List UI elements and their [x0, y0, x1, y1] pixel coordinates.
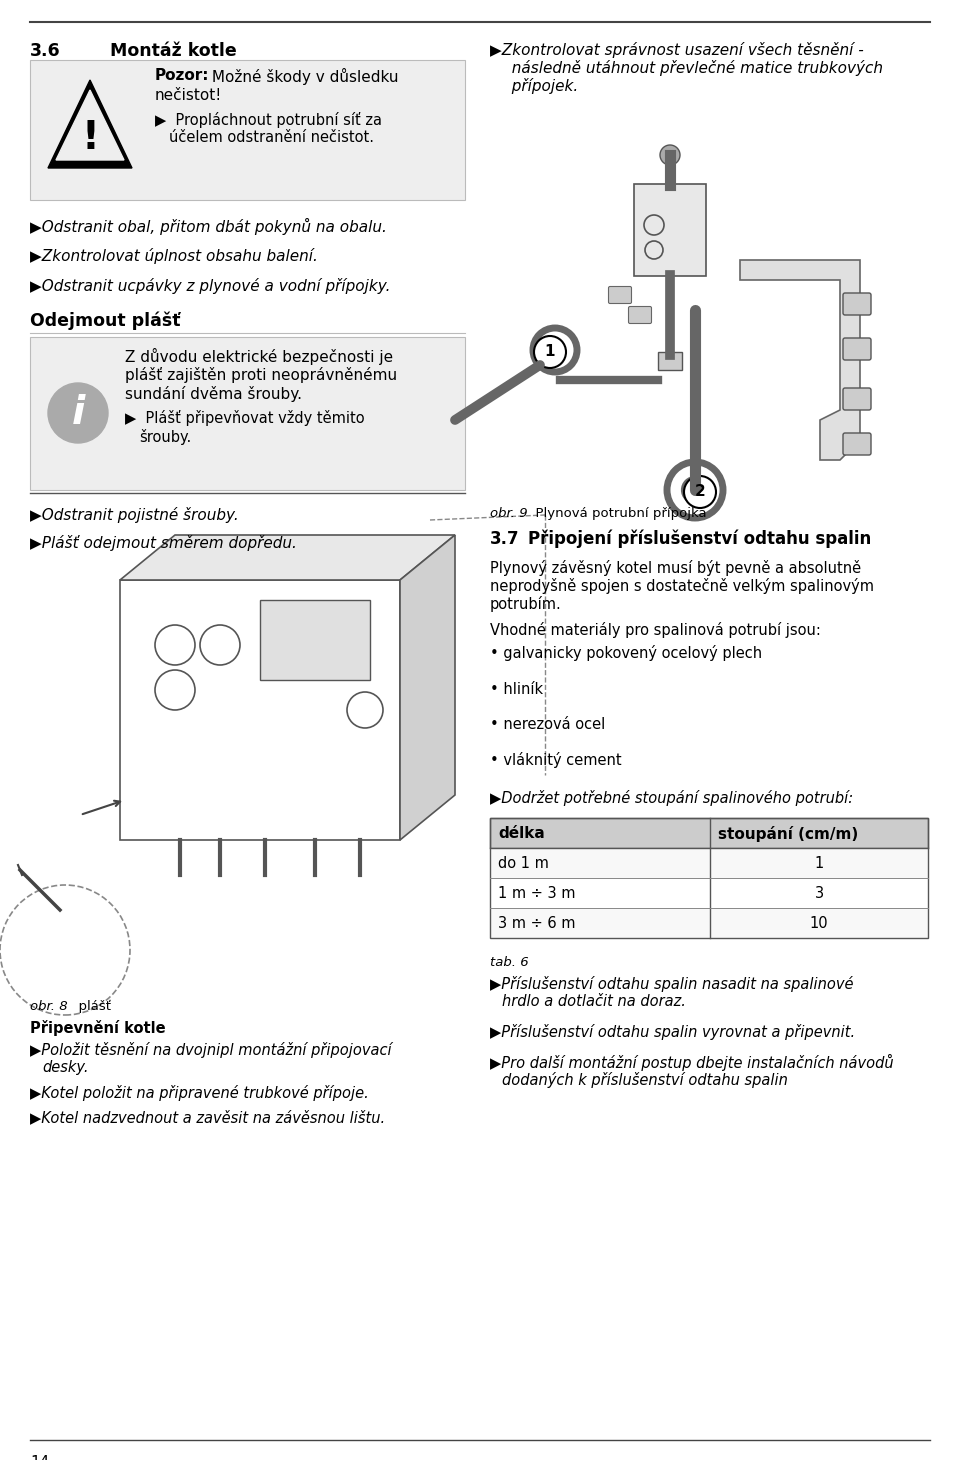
Text: sundání dvěma šrouby.: sundání dvěma šrouby.: [125, 385, 302, 402]
Text: stoupání (cm/m): stoupání (cm/m): [718, 826, 858, 842]
FancyBboxPatch shape: [843, 339, 871, 361]
Text: ▶  Plášť připevňovat vždy těmito: ▶ Plášť připevňovat vždy těmito: [125, 410, 365, 426]
FancyBboxPatch shape: [30, 337, 465, 491]
Text: ▶Zkontrolovat úplnost obsahu balení.: ▶Zkontrolovat úplnost obsahu balení.: [30, 248, 318, 264]
Text: délka: délka: [498, 826, 544, 841]
FancyBboxPatch shape: [634, 184, 706, 276]
Circle shape: [684, 476, 716, 508]
Text: ▶Pro další montážní postup dbejte instalačních návodů: ▶Pro další montážní postup dbejte instal…: [490, 1054, 894, 1072]
Text: Připojení příslušenství odtahu spalin: Připojení příslušenství odtahu spalin: [528, 530, 872, 549]
Text: ▶Odstranit pojistné šrouby.: ▶Odstranit pojistné šrouby.: [30, 507, 239, 523]
Text: 14: 14: [30, 1456, 49, 1460]
Text: Montáž kotle: Montáž kotle: [110, 42, 237, 60]
Text: 1 m ÷ 3 m: 1 m ÷ 3 m: [498, 886, 575, 901]
Polygon shape: [56, 91, 124, 161]
Text: Možné škody v důsledku: Možné škody v důsledku: [207, 69, 398, 85]
Text: ▶Kotel položit na připravené trubkové přípoje.: ▶Kotel položit na připravené trubkové př…: [30, 1085, 369, 1101]
Text: Plynová potrubní přípojka: Plynová potrubní přípojka: [527, 507, 707, 520]
FancyBboxPatch shape: [260, 600, 370, 680]
Text: !: !: [81, 120, 99, 158]
FancyBboxPatch shape: [843, 388, 871, 410]
FancyBboxPatch shape: [609, 286, 632, 304]
Text: ▶  Propláchnout potrubní síť za: ▶ Propláchnout potrubní síť za: [155, 112, 382, 128]
Text: desky.: desky.: [42, 1060, 88, 1075]
Text: potrubím.: potrubím.: [490, 596, 562, 612]
Text: hrdlo a dotlačit na doraz.: hrdlo a dotlačit na doraz.: [502, 994, 685, 1009]
Text: 10: 10: [809, 917, 828, 931]
Text: tab. 6: tab. 6: [490, 956, 529, 969]
Text: 1: 1: [814, 857, 824, 872]
Text: ▶Odstranit ucpávky z plynové a vodní přípojky.: ▶Odstranit ucpávky z plynové a vodní pří…: [30, 277, 391, 293]
Text: dodaných k příslušenství odtahu spalin: dodaných k příslušenství odtahu spalin: [502, 1072, 788, 1088]
Text: • galvanicky pokovený ocelový plech: • galvanicky pokovený ocelový plech: [490, 645, 762, 661]
FancyBboxPatch shape: [490, 877, 928, 908]
Text: i: i: [71, 394, 84, 432]
Text: • hliník: • hliník: [490, 682, 543, 696]
Polygon shape: [48, 80, 132, 168]
FancyBboxPatch shape: [658, 352, 682, 369]
Text: neprodyšně spojen s dostatečně velkým spalinovým: neprodyšně spojen s dostatečně velkým sp…: [490, 578, 874, 594]
Text: přípojek.: přípojek.: [502, 77, 578, 93]
Text: nečistot!: nečistot!: [155, 88, 223, 104]
Polygon shape: [740, 260, 860, 460]
FancyBboxPatch shape: [843, 293, 871, 315]
Text: následně utáhnout převlečné matice trubkových: následně utáhnout převlečné matice trubk…: [502, 60, 883, 76]
FancyBboxPatch shape: [120, 580, 400, 839]
Text: Odejmout plášť: Odejmout plášť: [30, 312, 180, 330]
Text: šrouby.: šrouby.: [139, 429, 191, 445]
Text: ▶Zkontrolovat správnost usazení všech těsnění -: ▶Zkontrolovat správnost usazení všech tě…: [490, 42, 864, 58]
Text: 3.7: 3.7: [490, 530, 519, 548]
Text: • nerezová ocel: • nerezová ocel: [490, 717, 605, 731]
Text: Vhodné materiály pro spalinová potrubí jsou:: Vhodné materiály pro spalinová potrubí j…: [490, 622, 821, 638]
FancyBboxPatch shape: [490, 908, 928, 937]
Text: plášť: plášť: [70, 1000, 111, 1013]
Text: do 1 m: do 1 m: [498, 857, 549, 872]
Circle shape: [48, 383, 108, 442]
FancyBboxPatch shape: [490, 848, 928, 877]
Text: ▶Položit těsnění na dvojnipl montážní připojovací: ▶Položit těsnění na dvojnipl montážní př…: [30, 1042, 392, 1058]
Text: 3.6: 3.6: [30, 42, 60, 60]
Text: Připevnění kotle: Připevnění kotle: [30, 1021, 166, 1037]
Text: Plynový závěsný kotel musí být pevně a absolutně: Plynový závěsný kotel musí být pevně a a…: [490, 561, 861, 577]
Circle shape: [534, 336, 566, 368]
FancyBboxPatch shape: [490, 818, 928, 848]
Text: ▶Odstranit obal, přitom dbát pokynů na obalu.: ▶Odstranit obal, přitom dbát pokynů na o…: [30, 218, 387, 235]
Text: • vláknitý cement: • vláknitý cement: [490, 752, 622, 768]
FancyBboxPatch shape: [30, 60, 465, 200]
Text: 3: 3: [814, 886, 824, 901]
Polygon shape: [400, 534, 455, 840]
Text: Pozor:: Pozor:: [155, 69, 209, 83]
Text: plášť zajištěn proti neoprávněnému: plášť zajištěn proti neoprávněnému: [125, 366, 397, 383]
Text: ▶Příslušenství odtahu spalin vyrovnat a připevnit.: ▶Příslušenství odtahu spalin vyrovnat a …: [490, 1023, 855, 1040]
Text: obr. 8: obr. 8: [30, 1000, 67, 1013]
Text: Z důvodu elektrické bezpečnosti je: Z důvodu elektrické bezpečnosti je: [125, 347, 394, 365]
Text: ▶Kotel nadzvednout a zavěsit na závěsnou lištu.: ▶Kotel nadzvednout a zavěsit na závěsnou…: [30, 1110, 385, 1126]
Text: ▶Příslušenství odtahu spalin nasadit na spalinové: ▶Příslušenství odtahu spalin nasadit na …: [490, 975, 853, 991]
Text: obr. 9: obr. 9: [490, 507, 528, 520]
Text: 2: 2: [695, 485, 706, 499]
Text: ▶Dodržet potřebné stoupání spalinového potrubí:: ▶Dodržet potřebné stoupání spalinového p…: [490, 790, 853, 806]
FancyBboxPatch shape: [629, 307, 652, 324]
Text: účelem odstranění nečistot.: účelem odstranění nečistot.: [169, 130, 374, 145]
Text: 3 m ÷ 6 m: 3 m ÷ 6 m: [498, 917, 575, 931]
Text: ▶Plášť odejmout směrem dopředu.: ▶Plášť odejmout směrem dopředu.: [30, 534, 297, 550]
Polygon shape: [120, 534, 455, 580]
Text: 1: 1: [544, 345, 555, 359]
Circle shape: [660, 145, 680, 165]
FancyBboxPatch shape: [843, 434, 871, 456]
